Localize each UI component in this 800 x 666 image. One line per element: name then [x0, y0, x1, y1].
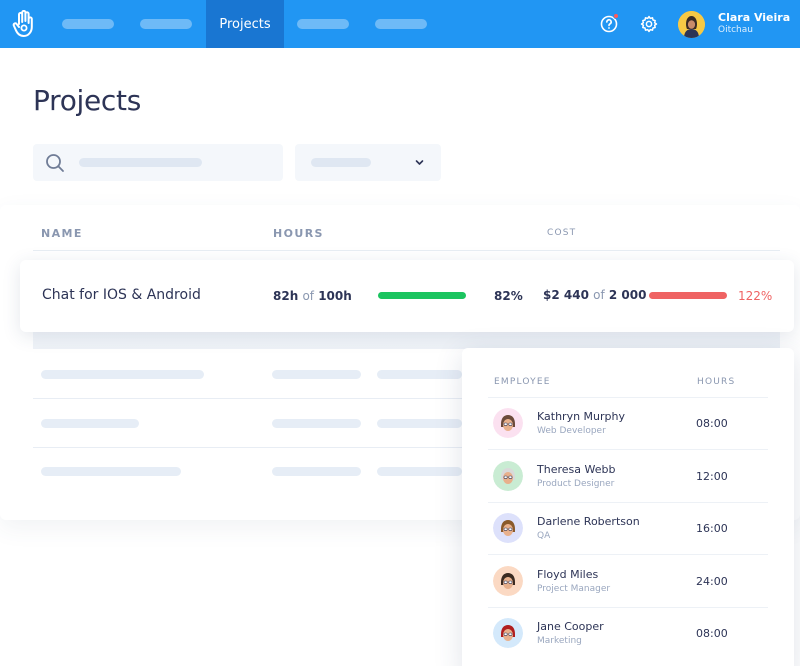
page-title: Projects	[33, 84, 141, 117]
hours-progress-bar	[378, 292, 466, 299]
nav-tab-projects[interactable]: Projects	[206, 0, 284, 48]
employee-name: Floyd Miles	[537, 567, 599, 581]
employee-row[interactable]: Kathryn Murphy Web Developer 08:00	[488, 398, 768, 450]
filter-select[interactable]	[295, 144, 441, 181]
employee-hours-popup: EMPLOYEE HOURS Kathryn Murphy Web Develop…	[462, 348, 794, 666]
user-organization: Oitchau	[718, 25, 753, 35]
help-icon[interactable]	[600, 15, 618, 33]
employee-row[interactable]: Darlene Robertson QA 16:00	[488, 503, 768, 555]
nav-item-placeholder[interactable]	[375, 19, 427, 29]
employee-avatar	[493, 565, 523, 596]
chevron-down-icon	[415, 160, 424, 165]
employee-avatar	[493, 618, 523, 648]
employee-row[interactable]: Jane Cooper Marketing 08:00	[488, 608, 768, 660]
placeholder-cell	[41, 467, 181, 476]
row-divider	[488, 554, 768, 555]
search-icon	[46, 154, 64, 172]
employee-row[interactable]: Theresa Webb Product Designer 12:00	[488, 451, 768, 503]
employee-avatar	[493, 460, 523, 491]
gear-icon[interactable]	[640, 15, 658, 33]
row-shadow	[33, 332, 780, 349]
column-header-cost[interactable]: COST	[547, 228, 577, 238]
project-name[interactable]: Chat for IOS & Android	[42, 287, 201, 303]
placeholder-cell	[41, 419, 139, 428]
employee-name: Jane Cooper	[537, 620, 604, 633]
placeholder-cell	[41, 370, 204, 379]
cost-progress-bar	[649, 292, 727, 299]
project-cost: $2 440 of 2 000	[543, 288, 646, 302]
employee-avatar	[493, 513, 523, 543]
notification-dot	[613, 13, 619, 19]
employee-role: Web Developer	[537, 426, 606, 436]
cost-used: $2 440	[543, 288, 589, 302]
column-header-name[interactable]: NAME	[41, 227, 83, 240]
nav-item-placeholder[interactable]	[297, 19, 349, 29]
project-row[interactable]: Chat for IOS & Android 82h of 100h 82% $…	[20, 260, 794, 332]
employee-hours: 08:00	[696, 627, 728, 640]
header-divider	[488, 397, 768, 398]
placeholder-cell	[377, 370, 462, 379]
search-placeholder	[79, 158, 202, 167]
hand-logo-icon[interactable]	[12, 10, 36, 38]
nav-item-placeholder[interactable]	[140, 19, 192, 29]
employee-name: Kathryn Murphy	[537, 410, 625, 423]
row-divider	[488, 501, 768, 503]
cost-total: 2 000	[608, 288, 647, 302]
hours-used: 82h	[273, 289, 299, 303]
search-input[interactable]	[33, 144, 283, 181]
employee-hours: 16:00	[696, 522, 728, 535]
employee-name: Theresa Webb	[537, 462, 616, 476]
employee-name: Darlene Robertson	[537, 515, 640, 528]
employee-avatar	[493, 408, 523, 438]
project-hours: 82h of 100h	[273, 289, 352, 303]
placeholder-cell	[272, 370, 361, 379]
cost-percentage: 122%	[738, 289, 773, 303]
employee-role: Product Designer	[537, 478, 615, 489]
employee-hours: 12:00	[696, 469, 728, 483]
employee-hours: 24:00	[696, 574, 728, 588]
user-avatar[interactable]	[678, 11, 705, 38]
row-divider	[33, 447, 463, 448]
placeholder-cell	[272, 419, 361, 428]
select-placeholder	[311, 158, 371, 167]
row-divider	[33, 398, 463, 399]
header-divider	[33, 250, 780, 251]
employee-role: Marketing	[537, 636, 582, 646]
row-divider	[488, 606, 768, 608]
column-header-hours: HOURS	[697, 377, 736, 387]
hours-total: 100h	[318, 289, 352, 303]
column-header-employee: EMPLOYEE	[494, 377, 551, 387]
employee-row[interactable]: Floyd Miles Project Manager 24:00	[488, 556, 768, 608]
column-header-hours[interactable]: HOURS	[273, 227, 324, 240]
top-nav: Projects Clara Vieira Oitchau	[0, 0, 800, 48]
user-name[interactable]: Clara Vieira	[718, 11, 791, 24]
nav-item-placeholder[interactable]	[62, 19, 114, 29]
of-label: of	[302, 289, 315, 303]
placeholder-cell	[272, 467, 361, 476]
placeholder-cell	[377, 419, 462, 428]
employee-role: Project Manager	[537, 583, 611, 594]
employee-hours: 08:00	[696, 417, 728, 430]
hours-percentage: 82%	[494, 289, 523, 303]
row-divider	[488, 449, 768, 450]
placeholder-cell	[377, 467, 462, 476]
employee-role: QA	[537, 531, 551, 541]
of-label: of	[593, 288, 605, 302]
